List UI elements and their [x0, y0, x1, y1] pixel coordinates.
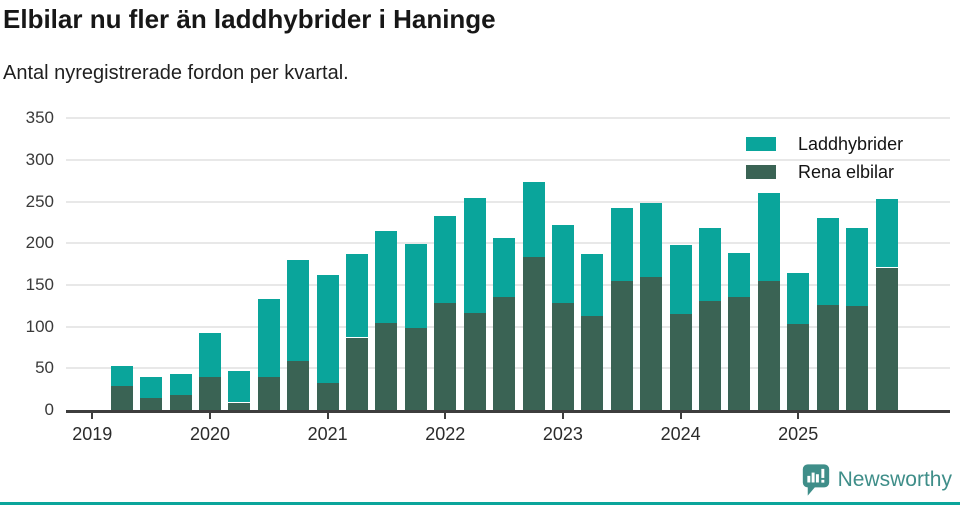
y-axis-label-300: 300: [25, 150, 54, 170]
bar-segment-laddhybrider-2022-Q1: [434, 215, 457, 303]
x-axis-tick-2021: [326, 413, 329, 419]
y-axis-label-50: 50: [35, 358, 54, 378]
bar-segment-rena-elbilar-2023-Q1: [551, 302, 574, 410]
bar-segment-rena-elbilar-2022-Q2: [463, 313, 486, 410]
bar-segment-laddhybrider-2023-Q4: [640, 202, 663, 277]
bar-segment-laddhybrider-2024-Q2: [699, 228, 721, 301]
bar-segment-rena-elbilar-2019-Q4: [169, 395, 192, 410]
x-axis-tick-2024: [679, 413, 682, 419]
x-axis-label-2021: 2021: [307, 424, 348, 444]
legend-swatch-rena-elbilar: [746, 165, 776, 179]
bar-segment-laddhybrider-2022-Q2: [463, 198, 486, 314]
bar-segment-laddhybrider-2019-Q3: [140, 376, 163, 399]
bar-segment-laddhybrider-2019-Q2: [110, 365, 133, 386]
bar-segment-rena-elbilar-2021-Q1: [316, 383, 339, 410]
bar-segment-rena-elbilar-2022-Q4: [522, 256, 545, 410]
bar-segment-rena-elbilar-2019-Q3: [140, 398, 163, 410]
bar-segment-laddhybrider-2020-Q3: [257, 299, 280, 377]
bar-segment-rena-elbilar-2023-Q4: [640, 276, 663, 410]
bar-segment-rena-elbilar-2024-Q1: [669, 314, 692, 410]
bar-segment-rena-elbilar-2020-Q3: [257, 376, 280, 410]
bar-segment-laddhybrider-2023-Q3: [610, 208, 633, 281]
bar-segment-laddhybrider-2022-Q4: [522, 181, 545, 257]
bar-segment-laddhybrider-2024-Q4: [757, 193, 780, 281]
bar-segment-rena-elbilar-2025-Q3: [846, 305, 869, 411]
bar-segment-laddhybrider-2025-Q4: [875, 199, 898, 268]
y-axis-label-100: 100: [25, 316, 54, 336]
x-axis-tick-2025: [797, 413, 800, 419]
legend-item-rena-elbilar: Rena elbilar: [746, 161, 903, 183]
bar-segment-laddhybrider-2020-Q1: [199, 332, 221, 377]
newsworthy-brand[interactable]: Newsworthy: [802, 463, 952, 497]
bar-segment-laddhybrider-2019-Q4: [169, 374, 192, 395]
bar-segment-laddhybrider-2021-Q1: [316, 275, 339, 384]
legend-label-laddhybrider: Laddhybrider: [798, 134, 904, 154]
chart-legend: Laddhybrider Rena elbilar: [746, 133, 903, 189]
y-axis-label-250: 250: [25, 191, 54, 211]
y-gridline-250: [66, 200, 950, 203]
y-axis-label-350: 350: [25, 108, 54, 128]
bar-segment-rena-elbilar-2019-Q2: [110, 385, 133, 410]
x-axis-label-2020: 2020: [189, 424, 231, 444]
bar-segment-laddhybrider-2022-Q3: [493, 238, 516, 297]
bar-segment-rena-elbilar-2025-Q1: [787, 324, 810, 410]
x-axis-label-2025: 2025: [778, 424, 819, 444]
bar-segment-laddhybrider-2023-Q1: [551, 225, 574, 303]
bar-segment-rena-elbilar-2022-Q3: [493, 296, 516, 410]
bar-segment-laddhybrider-2024-Q1: [669, 245, 692, 315]
bar-segment-rena-elbilar-2024-Q4: [757, 280, 780, 410]
bar-segment-rena-elbilar-2020-Q2: [228, 402, 251, 410]
bar-segment-rena-elbilar-2024-Q3: [728, 296, 751, 410]
bar-segment-rena-elbilar-2022-Q1: [434, 302, 457, 410]
legend-swatch-laddhybrider: [746, 137, 776, 151]
bar-segment-rena-elbilar-2023-Q3: [610, 280, 633, 410]
bar-segment-rena-elbilar-2025-Q2: [816, 305, 839, 410]
y-gridline-300: [66, 159, 950, 162]
bar-segment-rena-elbilar-2020-Q4: [287, 360, 310, 410]
bar-segment-rena-elbilar-2021-Q3: [375, 323, 398, 410]
x-axis-tick-2019: [91, 413, 94, 419]
bar-segment-rena-elbilar-2025-Q4: [875, 267, 898, 410]
x-axis-tick-2020: [209, 413, 211, 419]
chart-title: Elbilar nu fler än laddhybrider i Haning…: [3, 4, 496, 34]
y-gridline-350: [66, 117, 950, 120]
bar-segment-rena-elbilar-2021-Q2: [346, 337, 368, 410]
y-axis-label-0: 0: [44, 400, 54, 419]
bar-segment-laddhybrider-2024-Q3: [728, 253, 751, 297]
x-axis-label-2022: 2022: [425, 424, 466, 444]
bar-segment-rena-elbilar-2023-Q2: [581, 315, 604, 410]
newsworthy-logo-icon: [802, 464, 829, 496]
brand-name: Newsworthy: [837, 468, 952, 491]
bar-segment-rena-elbilar-2021-Q4: [404, 328, 427, 410]
legend-label-rena-elbilar: Rena elbilar: [798, 162, 895, 182]
bar-segment-laddhybrider-2020-Q4: [287, 260, 310, 361]
bar-segment-laddhybrider-2021-Q3: [375, 230, 398, 324]
bar-segment-rena-elbilar-2024-Q2: [699, 300, 721, 410]
legend-item-laddhybrider: Laddhybrider: [746, 133, 903, 155]
chart-subtitle: Antal nyregistrerade fordon per kvartal.: [3, 62, 349, 84]
x-axis-line: [66, 410, 950, 413]
bar-segment-laddhybrider-2025-Q3: [846, 228, 869, 306]
bar-segment-laddhybrider-2025-Q1: [787, 273, 810, 325]
bar-segment-laddhybrider-2023-Q2: [581, 254, 604, 316]
x-axis-label-2023: 2023: [542, 424, 583, 444]
bar-segment-laddhybrider-2021-Q2: [346, 254, 368, 338]
x-axis-tick-2023: [561, 413, 564, 419]
bar-segment-laddhybrider-2025-Q2: [816, 217, 839, 305]
bar-segment-laddhybrider-2021-Q4: [404, 244, 427, 329]
x-axis-label-2024: 2024: [660, 424, 701, 444]
bottom-accent-bar: [0, 502, 960, 505]
bar-segment-laddhybrider-2020-Q2: [228, 370, 251, 403]
x-axis-label-2019: 2019: [72, 424, 113, 444]
y-axis-label-150: 150: [25, 275, 54, 295]
y-axis-label-200: 200: [25, 233, 54, 253]
x-axis-tick-2022: [444, 413, 447, 419]
bar-segment-rena-elbilar-2020-Q1: [199, 376, 221, 410]
